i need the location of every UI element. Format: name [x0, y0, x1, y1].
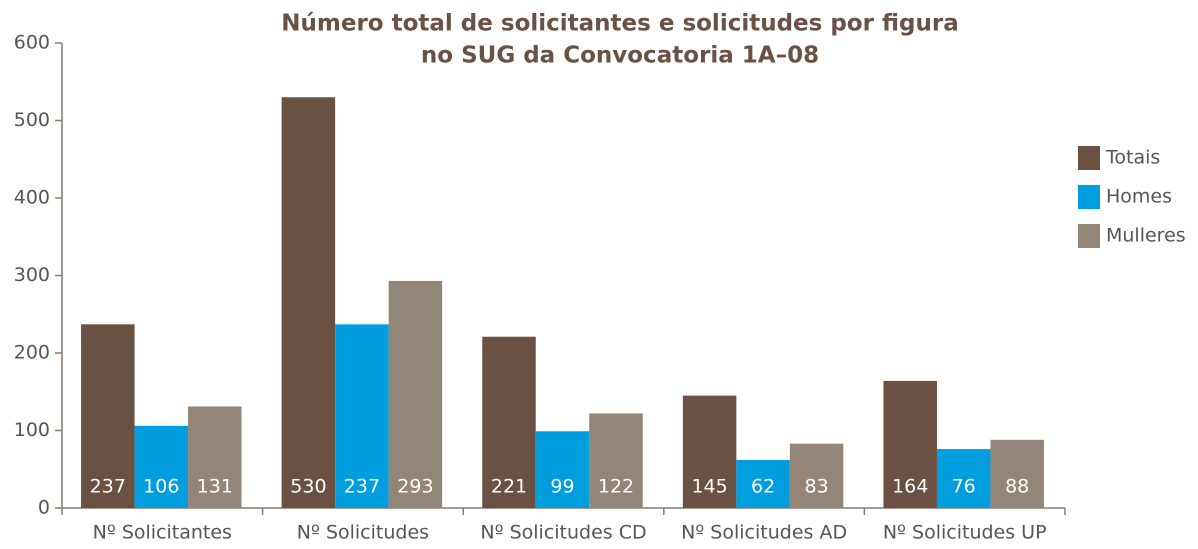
bar	[535, 431, 590, 508]
y-tick-label: 200	[14, 342, 50, 364]
value-label: 88	[1005, 476, 1029, 498]
value-label: 106	[143, 476, 179, 498]
value-label: 530	[290, 476, 326, 498]
bar	[682, 395, 737, 508]
bar	[281, 97, 336, 508]
y-tick-label: 600	[14, 32, 50, 54]
value-label: 293	[397, 476, 433, 498]
bar	[482, 336, 536, 508]
y-tick-label: 500	[14, 109, 50, 131]
bar	[936, 449, 991, 508]
legend-label: Totais	[1105, 147, 1160, 169]
bar	[81, 324, 135, 508]
y-tick-label: 100	[14, 419, 50, 441]
y-tick-label: 0	[38, 497, 50, 519]
value-label: 164	[892, 476, 928, 498]
bar	[883, 380, 937, 508]
value-label: 145	[691, 476, 727, 498]
bar	[589, 413, 643, 508]
chart-title: no SUG da Convocatoria 1A–08	[421, 43, 819, 69]
value-label: 76	[952, 476, 976, 498]
bar	[134, 425, 189, 508]
x-tick-label: Nº Solicitudes UP	[883, 522, 1047, 544]
x-tick-label: Nº Solicitudes AD	[681, 522, 847, 544]
y-tick-label: 400	[14, 187, 50, 209]
y-tick-label: 300	[14, 264, 50, 286]
value-label: 237	[344, 476, 380, 498]
bar	[789, 443, 844, 508]
legend-swatch	[1078, 146, 1100, 170]
legend-label: Mulleres	[1106, 225, 1186, 247]
x-tick-label: Nº Solicitudes	[297, 522, 429, 544]
bar	[188, 406, 242, 508]
bar	[335, 324, 389, 508]
legend-swatch	[1078, 185, 1100, 209]
x-tick-label: Nº Solicitudes CD	[480, 522, 646, 544]
value-label: 221	[491, 476, 527, 498]
bar	[736, 459, 790, 508]
value-label: 62	[751, 476, 775, 498]
value-label: 99	[550, 476, 574, 498]
x-tick-label: Nº Solicitantes	[93, 522, 232, 544]
legend-swatch	[1078, 224, 1100, 248]
value-label: 83	[805, 476, 829, 498]
value-label: 122	[598, 476, 634, 498]
chart-title: Número total de solicitantes e solicitud…	[281, 11, 958, 37]
value-label: 237	[90, 476, 126, 498]
legend-label: Homes	[1106, 186, 1172, 208]
bar	[990, 439, 1044, 508]
value-label: 131	[197, 476, 233, 498]
bar	[388, 280, 443, 508]
